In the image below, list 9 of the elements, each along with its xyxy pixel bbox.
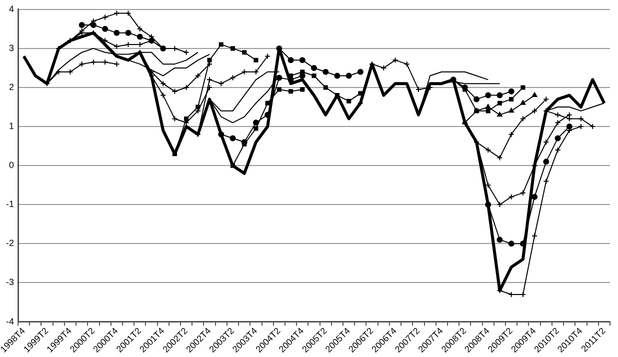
y-tick-label: 4 xyxy=(8,4,14,14)
y-tick-label: -2 xyxy=(6,238,14,248)
y-tick-label: 1 xyxy=(8,121,14,132)
y-tick-label: 0 xyxy=(8,160,14,170)
y-tick-label: -1 xyxy=(6,199,14,210)
y-tick-label: 2 xyxy=(8,82,14,92)
y-tick-label: -4 xyxy=(6,316,14,326)
y-tick-label: 3 xyxy=(8,42,14,53)
y-tick-label: -3 xyxy=(6,277,14,288)
